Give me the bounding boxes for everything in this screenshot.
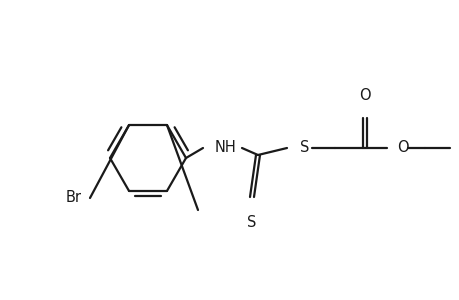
Text: S: S <box>299 140 309 155</box>
Text: NH: NH <box>214 140 236 154</box>
Text: O: O <box>358 88 370 103</box>
Text: O: O <box>396 140 408 155</box>
Text: Br: Br <box>66 190 82 206</box>
Text: S: S <box>247 215 256 230</box>
